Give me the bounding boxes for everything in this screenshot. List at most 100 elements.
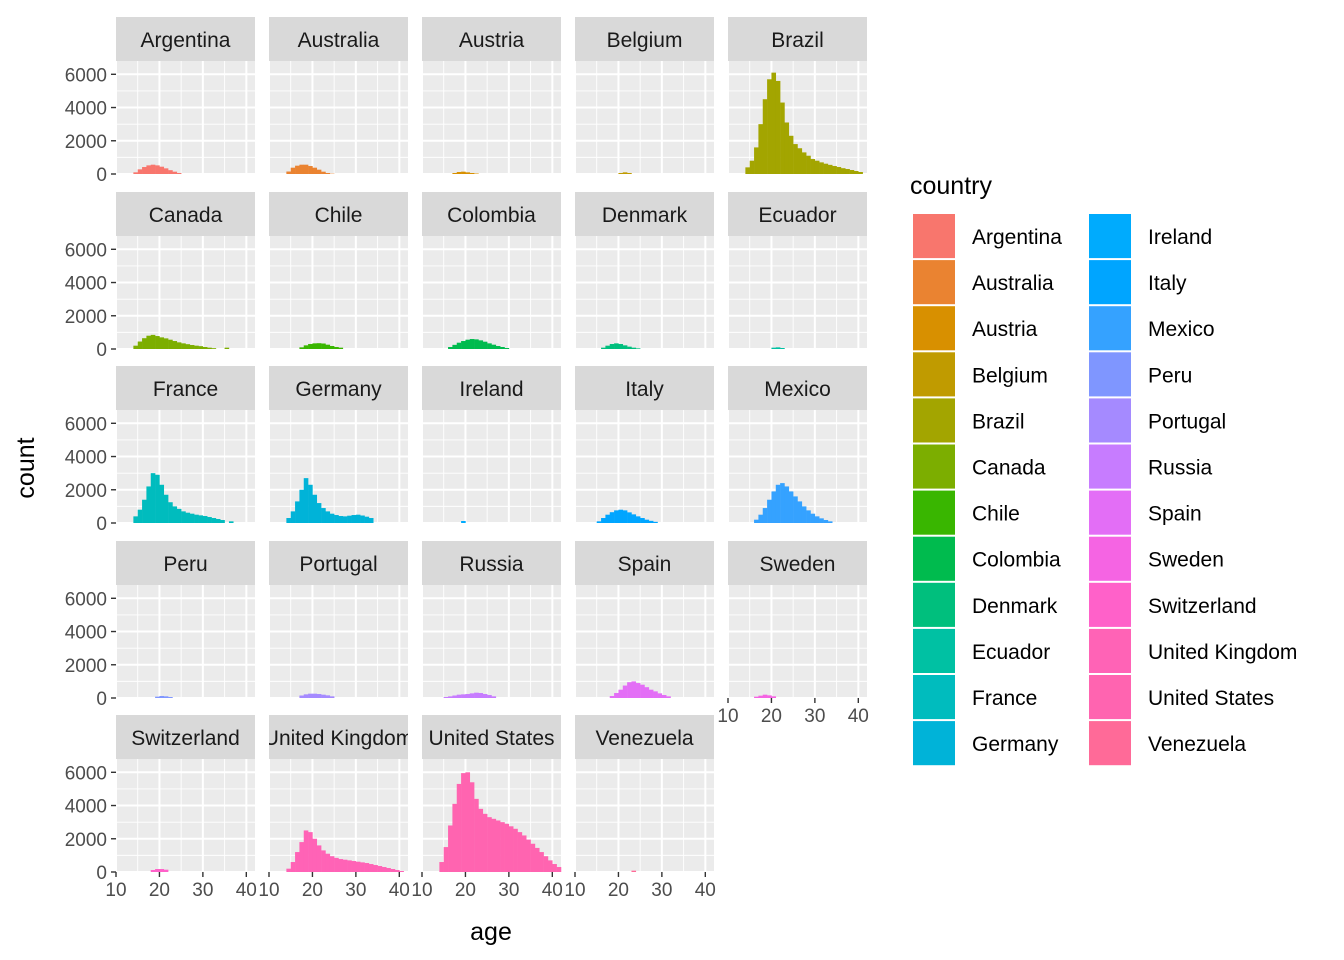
- facet-strip-label: Belgium: [607, 29, 683, 52]
- histogram-bar: [181, 343, 186, 349]
- histogram-bar: [448, 696, 453, 698]
- histogram-bar: [168, 697, 173, 698]
- histogram-bar: [640, 684, 645, 698]
- facet-strip: [422, 366, 561, 410]
- histogram-bar: [631, 681, 637, 698]
- histogram-bar: [316, 503, 322, 523]
- histogram-bar: [465, 772, 471, 872]
- legend-key: [913, 582, 955, 627]
- facet-strip: [575, 366, 714, 410]
- x-tick-label: 30: [651, 880, 672, 901]
- legend-key: [1089, 628, 1131, 673]
- histogram-bar: [150, 870, 156, 872]
- facet-strip: [116, 366, 255, 410]
- facet-strip: [116, 192, 255, 236]
- histogram-bar: [495, 346, 501, 349]
- histogram-bar: [478, 693, 484, 698]
- histogram-bar: [780, 102, 785, 174]
- histogram-bar: [286, 171, 291, 174]
- legend-item-switzerland: Switzerland: [1089, 582, 1257, 627]
- panel-austria: Austria: [421, 17, 561, 175]
- legend-label: Brazil: [972, 410, 1025, 433]
- histogram-bar: [133, 172, 138, 174]
- facet-strip: [728, 17, 867, 61]
- histogram-bar: [439, 862, 444, 872]
- histogram-bar: [539, 852, 544, 872]
- y-tick-label: 0: [96, 689, 107, 710]
- legend-key: [913, 398, 955, 443]
- facet-strip-label: Spain: [618, 553, 672, 576]
- legend-label: Australia: [972, 272, 1054, 295]
- histogram-bar: [176, 173, 182, 174]
- histogram-bar: [840, 168, 846, 174]
- histogram-bar: [325, 173, 331, 174]
- histogram-bar: [504, 823, 510, 872]
- panel-venezuela: Venezuela: [574, 715, 714, 873]
- histogram-bar: [640, 518, 645, 523]
- histogram-bar: [754, 147, 759, 174]
- panel-portugal: Portugal: [268, 541, 408, 699]
- histogram-bar: [657, 693, 663, 698]
- legend-label: Peru: [1148, 364, 1192, 387]
- histogram-bar: [452, 173, 457, 174]
- histogram-bar: [461, 171, 466, 174]
- histogram-bar: [390, 869, 396, 872]
- panel-background: [422, 410, 561, 523]
- histogram-bar: [299, 164, 304, 174]
- histogram-bar: [321, 850, 326, 872]
- panel-background: [575, 759, 714, 872]
- histogram-bar: [295, 852, 300, 872]
- histogram-bar: [308, 166, 313, 174]
- histogram-bar: [303, 694, 309, 698]
- legend-label: Venezuela: [1148, 733, 1246, 756]
- histogram-bar: [845, 169, 850, 174]
- histogram-bar: [286, 868, 291, 872]
- x-tick-label: 20: [608, 880, 629, 901]
- histogram-bar: [618, 689, 624, 698]
- histogram-bar: [377, 866, 383, 872]
- legend-key: [1089, 306, 1131, 351]
- histogram-bar: [482, 341, 488, 349]
- panel-chile: Chile: [268, 192, 408, 350]
- histogram-bar: [133, 516, 138, 523]
- histogram-bar: [368, 864, 374, 872]
- x-tick-label: 30: [804, 706, 825, 727]
- y-tick-label: 6000: [65, 240, 107, 261]
- histogram-bar: [329, 346, 335, 349]
- legend-label: Spain: [1148, 503, 1202, 526]
- panel-brazil: Brazil: [727, 17, 867, 175]
- histogram-bar: [823, 520, 829, 523]
- histogram-bar: [334, 515, 339, 523]
- legend-key: [1089, 582, 1131, 627]
- legend-item-peru: Peru: [1089, 352, 1192, 397]
- y-tick-label: 2000: [65, 132, 107, 153]
- panel-background: [575, 585, 714, 698]
- histogram-bar: [622, 345, 628, 349]
- panel-background: [422, 585, 561, 698]
- facet-panels: Argentina Australia Austria Belgium Brazil Ca…: [115, 17, 867, 873]
- histogram-bar: [508, 826, 514, 872]
- histogram-bar: [172, 341, 178, 349]
- x-tick-label: 10: [258, 880, 279, 901]
- panel-united-states: United States: [421, 715, 562, 873]
- facet-strip-label: Austria: [459, 29, 525, 52]
- facet-strip-label: France: [153, 378, 218, 401]
- histogram-bar: [290, 862, 296, 872]
- histogram-bar: [627, 173, 632, 174]
- histogram-bar: [342, 859, 348, 872]
- facet-strip-label: Germany: [295, 378, 382, 401]
- histogram-bar: [495, 820, 501, 872]
- facet-strip: [269, 715, 408, 759]
- histogram-bar: [793, 496, 798, 523]
- legend-item-spain: Spain: [1089, 490, 1202, 535]
- histogram-bar: [456, 783, 462, 872]
- panel-italy: Italy: [574, 366, 714, 524]
- histogram-bar: [474, 339, 479, 349]
- histogram-bar: [159, 166, 165, 174]
- facet-strip: [422, 715, 561, 759]
- histogram-bar: [653, 521, 658, 523]
- histogram-bar: [775, 484, 781, 523]
- panel-background: [269, 61, 408, 174]
- histogram-bar: [814, 160, 820, 174]
- panel-australia: Australia: [268, 17, 408, 175]
